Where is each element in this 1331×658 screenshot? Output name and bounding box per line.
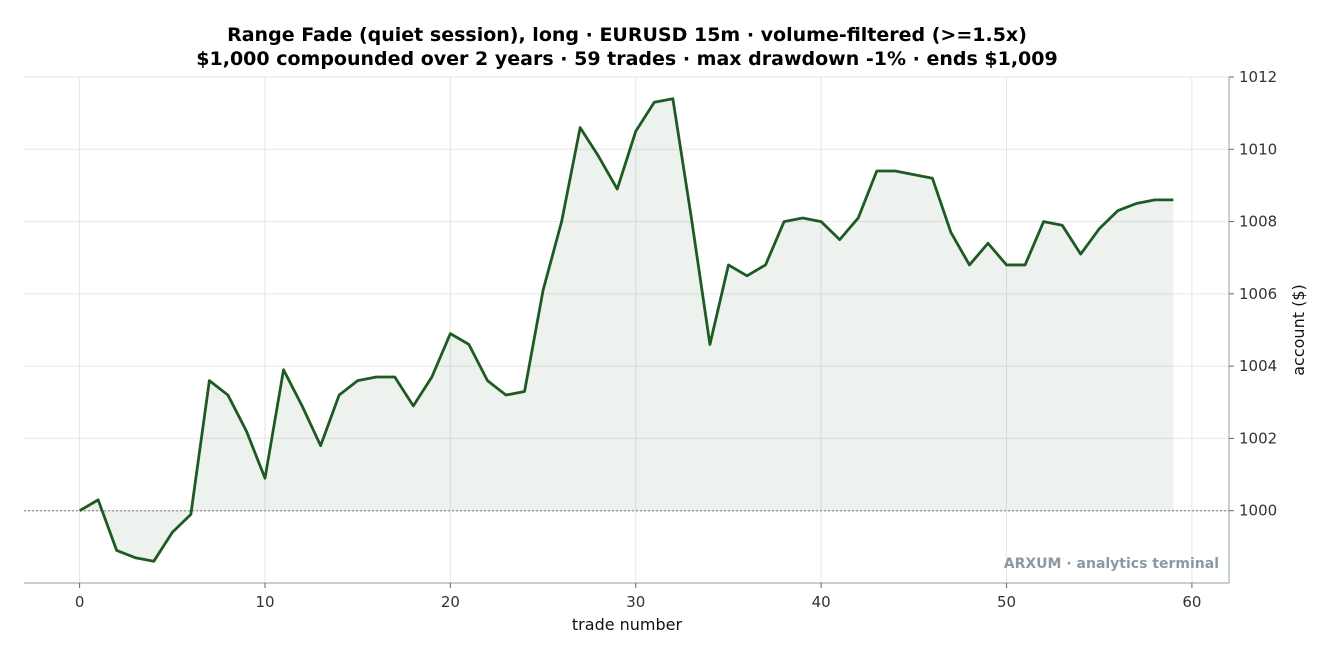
y-tick-label: 1002 bbox=[1239, 429, 1277, 447]
equity-area-fill bbox=[79, 98, 1174, 562]
x-tick-label: 60 bbox=[1182, 593, 1201, 611]
x-tick-label: 20 bbox=[441, 593, 460, 611]
axes bbox=[24, 77, 1230, 584]
x-tick-label: 30 bbox=[626, 593, 645, 611]
y-tick-label: 1012 bbox=[1239, 68, 1277, 86]
y-tick-label: 1000 bbox=[1239, 502, 1277, 520]
y-axis-label: account ($) bbox=[1289, 284, 1308, 376]
y-tick-label: 1010 bbox=[1239, 140, 1277, 158]
x-tick-label: 10 bbox=[255, 593, 274, 611]
x-tick-label: 40 bbox=[812, 593, 831, 611]
grid-lines bbox=[24, 76, 1229, 583]
watermark: ARXUM · analytics terminal bbox=[1004, 556, 1219, 572]
y-tick-label: 1004 bbox=[1239, 357, 1277, 375]
x-axis-ticks: 0 10 20 30 40 50 60 bbox=[75, 583, 1201, 611]
chart-subtitle: $1,000 compounded over 2 years · 59 trad… bbox=[196, 48, 1057, 70]
y-tick-label: 1008 bbox=[1239, 213, 1277, 231]
x-tick-label: 0 bbox=[75, 593, 85, 611]
equity-line bbox=[78, 97, 1174, 563]
y-axis-ticks: 1000 1002 1004 1006 1008 1010 1012 bbox=[1229, 68, 1277, 520]
y-tick-label: 1006 bbox=[1239, 285, 1277, 303]
x-tick-label: 50 bbox=[997, 593, 1016, 611]
x-axis-label: trade number bbox=[572, 615, 683, 634]
chart-title: Range Fade (quiet session), long · EURUS… bbox=[227, 24, 1027, 46]
